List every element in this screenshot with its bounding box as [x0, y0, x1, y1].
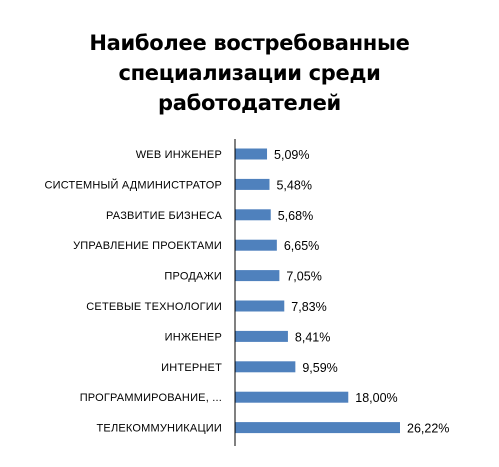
category-label-5: ПРОДАЖИ [164, 271, 222, 283]
category-label-2: СИСТЕМНЫЙ АДМИНИСТРАТОР [45, 178, 222, 191]
bar-7 [235, 330, 288, 342]
value-label-4: 6,65% [284, 239, 319, 253]
category-label-1: WEB ИНЖЕНЕР [136, 149, 222, 161]
value-label-2: 5,48% [276, 178, 311, 192]
category-label-10: ТЕЛЕКОММУНИКАЦИИ [96, 423, 222, 435]
bars-layer [235, 148, 400, 434]
value-label-10: 26,22% [407, 422, 449, 436]
labels-layer: WEB ИНЖЕНЕР 5,09% СИСТЕМНЫЙ АДМИНИСТРАТОР 5… [45, 148, 450, 436]
value-label-8: 9,59% [302, 361, 337, 375]
bar-3 [235, 209, 271, 221]
value-label-6: 7,83% [291, 300, 326, 314]
category-label-8: ИНТЕРНЕТ [161, 362, 222, 374]
chart-title-line-1: Наиболее востребованные [89, 31, 410, 55]
value-label-3: 5,68% [278, 209, 313, 223]
bar-6 [235, 300, 285, 312]
category-label-4: УПРАВЛЕНИЕ ПРОЕКТАМИ [73, 240, 222, 252]
bar-5 [235, 270, 280, 282]
bar-4 [235, 239, 277, 251]
value-label-9: 18,00% [355, 391, 397, 405]
chart-title-line-3: работодателей [158, 91, 341, 115]
value-label-1: 5,09% [274, 148, 309, 162]
chart-title-line-2: специализации среди [118, 61, 381, 85]
category-label-9: ПРОГРАММИРОВАНИЕ, ... [80, 392, 222, 404]
value-label-5: 7,05% [286, 270, 321, 284]
category-label-6: СЕТЕВЫЕ ТЕХНОЛОГИИ [86, 301, 222, 313]
category-label-7: ИНЖЕНЕР [165, 331, 222, 343]
bar-9 [235, 391, 349, 403]
value-label-7: 8,41% [295, 330, 330, 344]
bar-2 [235, 178, 270, 190]
bar-10 [235, 422, 400, 434]
category-label-3: РАЗВИТИЕ БИЗНЕСА [106, 210, 222, 222]
bar-8 [235, 361, 296, 373]
bar-1 [235, 148, 268, 160]
chart-title: Наиболее востребованные специализации ср… [0, 28, 499, 118]
